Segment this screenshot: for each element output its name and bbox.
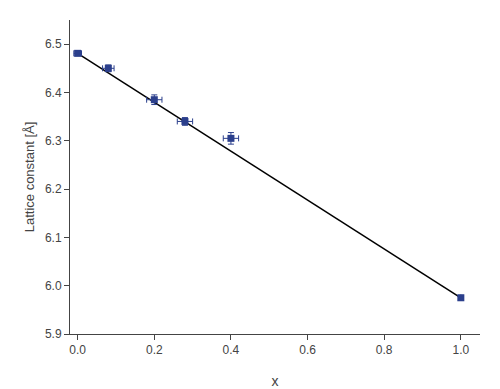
svg-text:6.1: 6.1: [45, 231, 62, 245]
svg-text:0.6: 0.6: [299, 343, 316, 357]
svg-text:Lattice constant [Å]: Lattice constant [Å]: [22, 122, 37, 233]
svg-text:0.2: 0.2: [146, 343, 163, 357]
svg-text:6.5: 6.5: [45, 37, 62, 51]
svg-text:6.0: 6.0: [45, 279, 62, 293]
svg-text:6.3: 6.3: [45, 134, 62, 148]
svg-text:x: x: [272, 373, 279, 389]
svg-text:5.9: 5.9: [45, 327, 62, 341]
svg-text:0.0: 0.0: [69, 343, 86, 357]
svg-text:6.4: 6.4: [45, 86, 62, 100]
svg-text:1.0: 1.0: [452, 343, 469, 357]
svg-text:0.4: 0.4: [223, 343, 240, 357]
svg-text:0.8: 0.8: [376, 343, 393, 357]
svg-text:6.2: 6.2: [45, 182, 62, 196]
